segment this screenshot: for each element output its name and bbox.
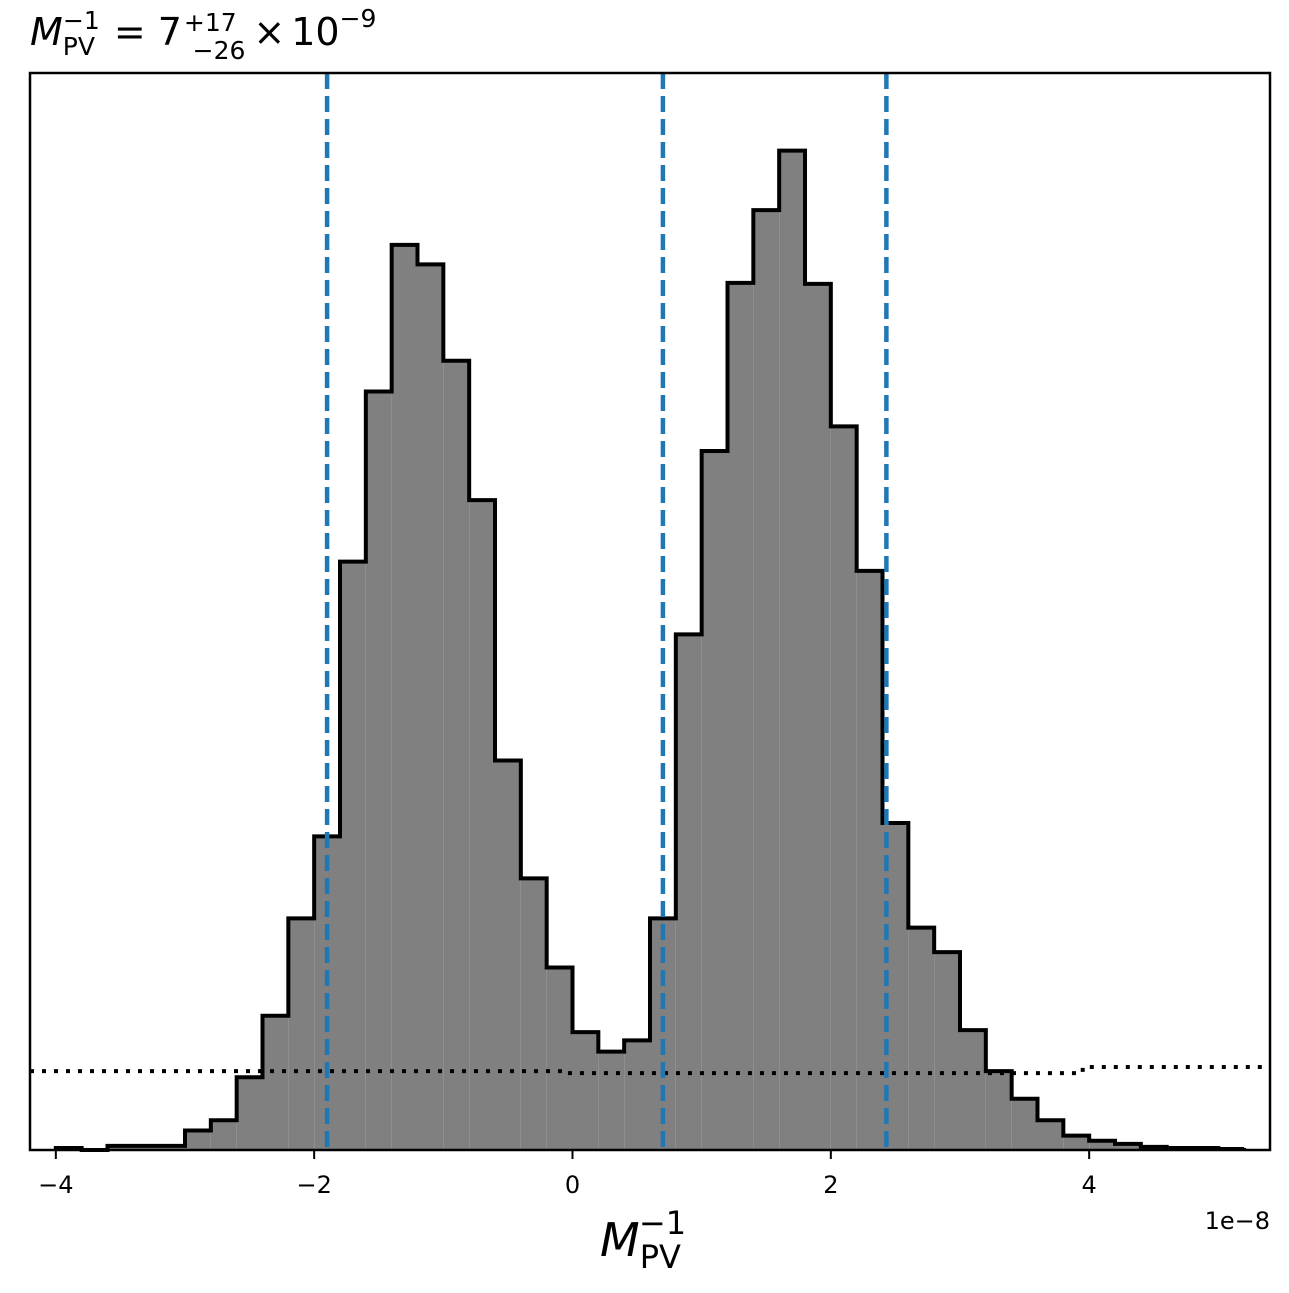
histogram-bar [805,283,831,1150]
prior-line [30,1064,1270,1076]
histogram-bar [417,264,444,1150]
title-upper-error: +17 [184,8,237,37]
histogram-bar [546,967,573,1150]
histogram-bar [236,1077,263,1150]
xlabel-subscript: PV [640,1238,681,1276]
histogram-bar [185,1130,211,1150]
histogram-bar [443,360,470,1150]
histogram-bar [1063,1135,1090,1150]
histogram-bar [753,210,780,1150]
histogram-bar [391,244,418,1151]
histogram-bar [727,282,754,1151]
histogram-bar [675,634,702,1150]
histogram-outline [53,148,1247,1152]
histogram-bar [960,1030,986,1150]
histogram-bar [520,878,547,1150]
histogram-bar [159,1145,185,1150]
plot-frame [28,71,1272,1152]
x-axis-label: MPV−1 [600,1204,686,1276]
x-tick-label: 4 [1082,1171,1097,1199]
histogram-bar [365,391,392,1150]
x-tick-label: −2 [296,1171,331,1199]
histogram-bar [1089,1140,1115,1150]
title-superscript: −1 [63,6,100,35]
x-tick-label: 0 [565,1171,580,1199]
histogram-bar [908,927,935,1150]
histogram-bar [985,1071,1012,1150]
quantile-lines [324,73,889,1150]
x-axis-ticks: −4 −2 0 2 4 [38,1150,1097,1199]
histogram-bar [133,1145,160,1150]
x-axis-offset-label: 1e−8 [1205,1207,1270,1235]
x-tick-label: −4 [38,1171,73,1199]
histogram-bar [856,570,883,1150]
histogram-bar [830,426,857,1151]
title-subscript: PV [63,32,95,61]
histogram-bar [495,760,521,1150]
histogram-bar [1115,1143,1141,1150]
title-exponent: −9 [340,4,377,33]
title-variable: M [30,10,63,54]
title-equals: = [114,10,146,54]
x-tick-label: 2 [823,1171,838,1199]
histogram-bar [572,1032,599,1150]
title-value: 7 [158,10,182,54]
histogram-bar [701,450,728,1150]
histogram-bar [598,1051,625,1150]
histogram-bar [1037,1120,1064,1150]
title-times: × [253,10,285,54]
histogram-bar [934,952,960,1150]
histogram-bar [210,1120,237,1150]
histogram-bars [55,150,1245,1151]
histogram-bar [107,1145,134,1150]
histogram-bar [779,150,805,1150]
chart-title: MPV−1 = 7+17 −26 × 10−9 [30,4,376,65]
xlabel-superscript: −1 [639,1204,686,1242]
histogram-bar [624,1040,650,1150]
title-base: 10 [291,10,339,54]
histogram-bar [469,500,495,1150]
xlabel-variable: M [600,1213,640,1267]
title-lower-error: −26 [193,36,246,65]
histogram-bar [340,561,366,1150]
histogram-bar [1011,1098,1038,1150]
histogram-bar [262,1015,289,1150]
histogram-bar [288,918,315,1150]
